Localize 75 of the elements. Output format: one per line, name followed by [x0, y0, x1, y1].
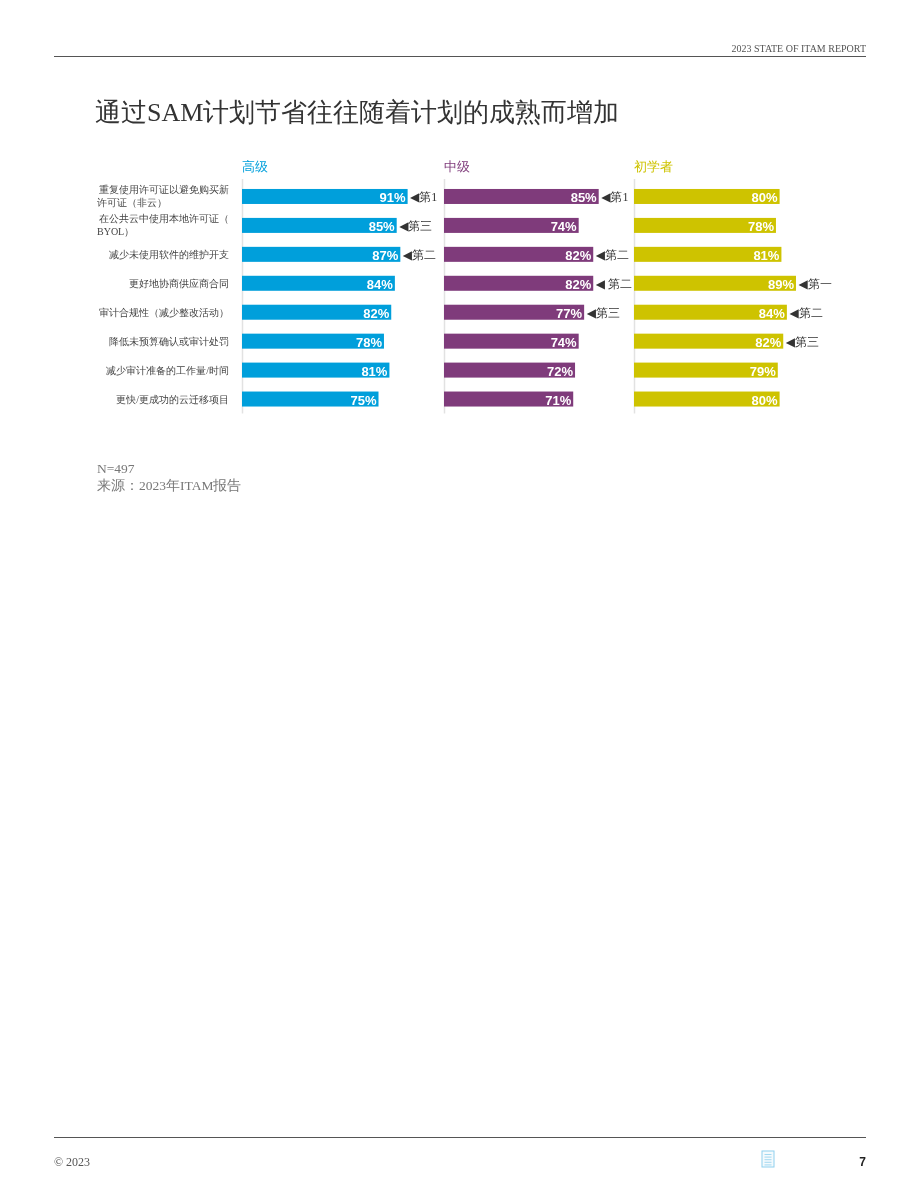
- data-label: 81%: [753, 247, 780, 263]
- annotation: ◀第三: [586, 306, 620, 321]
- data-label: 87%: [372, 247, 399, 263]
- data-label: 89%: [767, 276, 795, 292]
- bar: [444, 275, 594, 291]
- data-label: 74%: [550, 218, 578, 234]
- chart-title: 中级: [444, 159, 470, 174]
- y-tick-label: 审计合规性（减少整改活动）: [99, 306, 229, 318]
- y-tick-label: 更好地协商供应商合同: [129, 277, 229, 289]
- annotation: ◀第三: [399, 219, 433, 234]
- data-label: 84%: [758, 305, 786, 321]
- y-tick-label: 重复使用许可证以避免购买新许可证（非云）: [97, 184, 229, 209]
- y-tick-label: 在公共云中使用本地许可证（BYOL）: [97, 213, 229, 238]
- chart-title: 初学者: [634, 159, 673, 174]
- text: N=497: [97, 461, 135, 476]
- bar: [634, 391, 780, 407]
- annotation: ◀ 第二: [595, 277, 632, 292]
- annotation: ◀第二: [595, 248, 629, 263]
- source-note: 来源：2023年ITAM报告: [97, 478, 242, 493]
- data-label: 77%: [556, 305, 583, 321]
- data-label: 85%: [368, 218, 396, 234]
- data-label: 80%: [751, 189, 779, 205]
- data-label: 78%: [747, 218, 775, 234]
- chart-title: 高级: [242, 159, 268, 174]
- y-tick-label: 减少未使用软件的维护开支: [109, 248, 229, 260]
- bar: [444, 304, 585, 320]
- annotation: ◀第二: [789, 306, 823, 321]
- bar: [444, 246, 594, 262]
- bar: [444, 217, 579, 233]
- data-label: 82%: [565, 276, 592, 292]
- text: © 2023: [54, 1155, 91, 1169]
- bar: [242, 304, 392, 320]
- annotation: ◀第二: [402, 248, 437, 263]
- y-tick-label: 降低未预算确认或审计处罚: [109, 335, 229, 347]
- bar: [242, 391, 379, 407]
- data-label: 82%: [363, 305, 390, 321]
- bar: [242, 246, 401, 262]
- bar: [444, 188, 599, 204]
- data-label: 81%: [361, 363, 388, 379]
- data-label: 91%: [379, 189, 407, 205]
- data-label: 71%: [545, 392, 572, 408]
- bar: [634, 217, 776, 233]
- data-label: 82%: [755, 334, 782, 350]
- data-label: 79%: [749, 363, 777, 379]
- annotation: ◀第1: [410, 190, 438, 205]
- data-label: 82%: [565, 247, 592, 263]
- data-label: 85%: [570, 189, 598, 205]
- bar: [634, 188, 780, 204]
- bar: [634, 275, 796, 291]
- annotation: ◀第三: [785, 335, 819, 350]
- annotation: ◀第1: [601, 190, 629, 205]
- y-tick-label: 减少审计准备的工作量/时间: [106, 364, 229, 376]
- bar: [242, 333, 384, 349]
- data-label: 80%: [751, 392, 779, 408]
- text: 2023 STATE OF ITAM REPORT: [731, 43, 866, 54]
- data-label: 75%: [350, 392, 377, 408]
- bar: [444, 362, 576, 378]
- bar: [242, 275, 395, 291]
- text: 7: [859, 1155, 867, 1169]
- data-label: 72%: [547, 363, 574, 379]
- y-tick-label: 更快/更成功的云迁移项目: [116, 393, 229, 405]
- data-label: 74%: [550, 334, 578, 350]
- bar: [242, 362, 390, 378]
- bar: [634, 246, 782, 262]
- bar: [634, 304, 787, 320]
- bar: [634, 333, 784, 349]
- bar: [242, 217, 397, 233]
- bar: [242, 188, 408, 204]
- annotation: ◀第一: [798, 277, 832, 292]
- bar: [444, 391, 574, 407]
- text: 通过SAM计划节省往往随着计划的成熟而增加: [95, 98, 620, 127]
- bar: [634, 362, 778, 378]
- data-label: 84%: [366, 276, 394, 292]
- data-label: 78%: [355, 334, 383, 350]
- bar: [444, 333, 579, 349]
